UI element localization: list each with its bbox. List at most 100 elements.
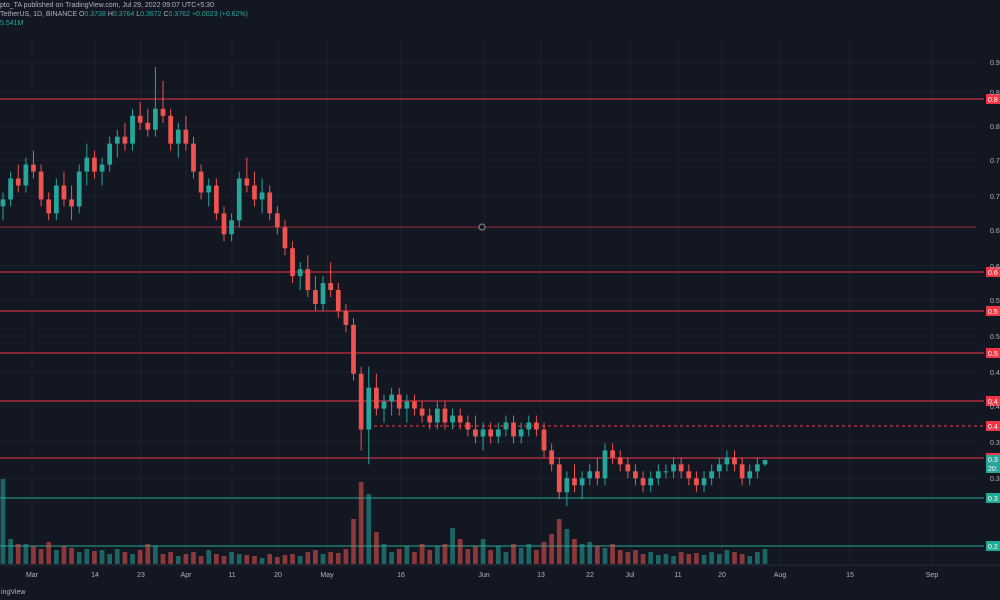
candle-body-90 [686, 471, 692, 479]
close-value: 0.3762 [168, 11, 191, 18]
candle-body-49 [374, 387, 379, 409]
candle-body-32 [244, 178, 250, 186]
resistance-tag-5 [986, 421, 1000, 431]
volume-bar-63 [480, 539, 486, 564]
candle-body-68 [518, 429, 524, 437]
candle-body-25 [191, 143, 196, 172]
volume-bar-5 [38, 549, 44, 564]
x-tick-label-1: 14 [91, 572, 99, 579]
volume-bar-17 [130, 554, 135, 564]
candle-body-74 [564, 478, 570, 493]
volume-bar-66 [503, 552, 509, 564]
candle-body-53 [404, 401, 410, 409]
volume-bar-24 [183, 554, 189, 564]
candle-body-28 [213, 185, 219, 214]
volume-bar-54 [412, 552, 417, 564]
candle-body-63 [480, 429, 486, 437]
candle-body-97 [739, 464, 745, 479]
volume-bar-100 [762, 549, 768, 564]
volume-bar-11 [84, 549, 90, 564]
candle-body-29 [221, 213, 227, 235]
candle-body-0 [0, 199, 6, 207]
candle-body-88 [671, 464, 676, 472]
volume-bar-41 [313, 550, 318, 564]
candle-body-17 [130, 115, 135, 144]
volume-bar-30 [229, 552, 234, 564]
volume-bar-37 [282, 555, 288, 564]
candle-body-77 [587, 471, 593, 479]
volume-line: 5.541M [0, 20, 24, 27]
y-tick-label-6: 0.6 [990, 264, 1000, 271]
candle-body-81 [617, 457, 623, 465]
volume-bar-91 [694, 553, 699, 564]
volume-bar-80 [610, 544, 615, 564]
low-value: 0.3672 [140, 11, 162, 18]
volume-bar-68 [518, 548, 524, 564]
resistance-tag-label-2: 0.5 [988, 309, 998, 316]
volume-bar-51 [389, 552, 394, 564]
candle-body-44 [335, 290, 341, 311]
volume-bar-36 [274, 557, 280, 564]
candle-body-55 [419, 408, 425, 416]
volume-bar-87 [663, 554, 669, 564]
candle-body-79 [602, 450, 608, 479]
volume-bar-15 [114, 549, 120, 564]
volume-bar-95 [724, 550, 730, 564]
candle-body-58 [442, 408, 448, 423]
x-tick-label-7: 16 [397, 572, 405, 579]
volume-bar-19 [145, 544, 151, 564]
candle-body-4 [31, 164, 36, 172]
volume-bar-57 [434, 546, 440, 564]
candle-body-95 [724, 457, 730, 465]
volume-bar-82 [625, 552, 631, 564]
volume-bar-16 [122, 552, 128, 564]
candle-body-13 [99, 164, 105, 172]
support-tag-label-0: 0.3 [988, 496, 998, 503]
volume-bar-31 [236, 554, 242, 564]
candle-body-75 [572, 478, 577, 486]
candle-body-5 [38, 171, 44, 200]
candle-body-40 [305, 269, 311, 291]
candle-body-86 [655, 471, 661, 479]
candle-body-80 [610, 450, 615, 458]
volume-bar-72 [549, 534, 555, 564]
volume-bar-79 [602, 548, 608, 564]
candle-body-43 [328, 283, 334, 291]
volume-bar-97 [739, 554, 745, 564]
candle-body-48 [366, 387, 372, 430]
drawing-anchor-handle [478, 223, 486, 231]
candle-body-35 [267, 192, 273, 214]
volume-bar-23 [175, 556, 181, 564]
candle-body-67 [511, 422, 516, 437]
candle-body-71 [541, 429, 547, 451]
volume-bar-43 [328, 552, 334, 564]
volume-bar-46 [351, 519, 356, 564]
volume-bar-10 [76, 552, 82, 564]
resistance-tag-0 [986, 94, 1000, 104]
candle-body-47 [358, 373, 364, 430]
candle-body-98 [747, 471, 753, 479]
candle-body-9 [69, 199, 74, 207]
resistance-tag-label-0: 0.8 [988, 97, 998, 104]
volume-bar-53 [404, 546, 410, 564]
x-tick-label-0: Mar [26, 572, 39, 579]
volume-bar-55 [419, 544, 425, 564]
candle-body-73 [556, 464, 562, 493]
high-key: H [107, 11, 113, 18]
candle-body-21 [160, 108, 166, 116]
x-tick-label-15: 15 [846, 572, 854, 579]
candle-body-72 [549, 450, 555, 465]
x-tick-label-5: 20 [274, 572, 282, 579]
candle-body-61 [465, 422, 471, 430]
candle-body-30 [229, 220, 234, 235]
volume-bar-3 [23, 544, 29, 564]
volume-bar-1 [8, 539, 13, 564]
y-tick-label-8: 0.5 [990, 334, 1000, 341]
candle-body-42 [320, 283, 326, 304]
volume-bar-35 [267, 554, 273, 564]
volume-bar-90 [686, 554, 692, 564]
candle-body-23 [175, 129, 181, 144]
candle-body-69 [526, 422, 532, 430]
candle-body-27 [206, 185, 212, 193]
